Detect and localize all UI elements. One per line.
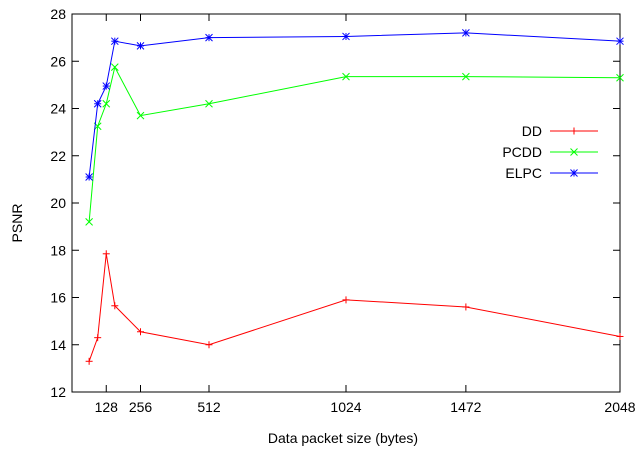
axes-layer: 12 14 16 18 20 22 24 26 28 128 256 512 1024 1472 2048 (50, 6, 635, 415)
data-point-dd (137, 328, 144, 336)
legend-label-elpc: ELPC (505, 165, 542, 181)
y-tick-label: 24 (50, 101, 66, 117)
x-tick-label: 1472 (450, 399, 481, 415)
legend-marker-pcdd (570, 148, 578, 156)
legend-label-dd: DD (522, 123, 542, 139)
y-tick-label: 26 (50, 53, 66, 69)
data-point-pcdd (85, 218, 93, 226)
data-point-dd (111, 302, 119, 310)
data-point-dd (616, 332, 624, 340)
legend-marker-dd (570, 127, 578, 135)
series-layer (85, 29, 624, 365)
data-point-elpc (462, 29, 470, 37)
data-point-pcdd (616, 73, 624, 82)
data-point-pcdd (110, 63, 119, 72)
data-point-elpc (102, 82, 111, 90)
legend-marker-elpc (570, 169, 578, 177)
data-point-pcdd (205, 99, 213, 108)
data-point-pcdd (342, 72, 350, 81)
data-point-elpc (93, 99, 102, 108)
data-point-elpc (342, 32, 350, 41)
y-tick-label: 22 (50, 148, 66, 164)
y-tick-label: 12 (50, 384, 66, 400)
data-point-dd (85, 357, 93, 365)
series-line-dd (88, 253, 621, 362)
plot-frame (71, 13, 621, 393)
data-point-dd (342, 296, 350, 304)
legend: DD PCDD ELPC (502, 123, 598, 181)
data-point-elpc (136, 42, 145, 50)
legend-label-pcdd: PCDD (502, 144, 542, 160)
data-point-elpc (85, 173, 93, 181)
data-point-dd (94, 334, 102, 342)
x-tick-label: 128 (95, 399, 119, 415)
x-tick-label: 512 (197, 399, 221, 415)
data-point-pcdd (102, 99, 111, 108)
data-point-pcdd (136, 111, 145, 120)
data-point-dd (205, 341, 213, 349)
x-tick-label: 1024 (330, 399, 361, 415)
y-tick-label: 16 (50, 290, 66, 306)
data-point-elpc (205, 33, 213, 42)
y-tick-label: 14 (50, 337, 66, 353)
y-tick-label: 28 (50, 6, 66, 22)
x-tick-label: 2048 (604, 399, 635, 415)
y-tick-label: 20 (50, 195, 66, 211)
x-tick-label: 256 (129, 399, 153, 415)
data-point-elpc (110, 37, 119, 46)
y-axis-label: PSNR (9, 204, 25, 243)
x-axis-label: Data packet size (bytes) (268, 430, 418, 446)
data-point-dd (462, 303, 470, 311)
data-point-elpc (616, 37, 624, 46)
data-point-dd (102, 250, 110, 258)
y-tick-label: 18 (50, 242, 66, 258)
data-point-pcdd (462, 72, 470, 81)
